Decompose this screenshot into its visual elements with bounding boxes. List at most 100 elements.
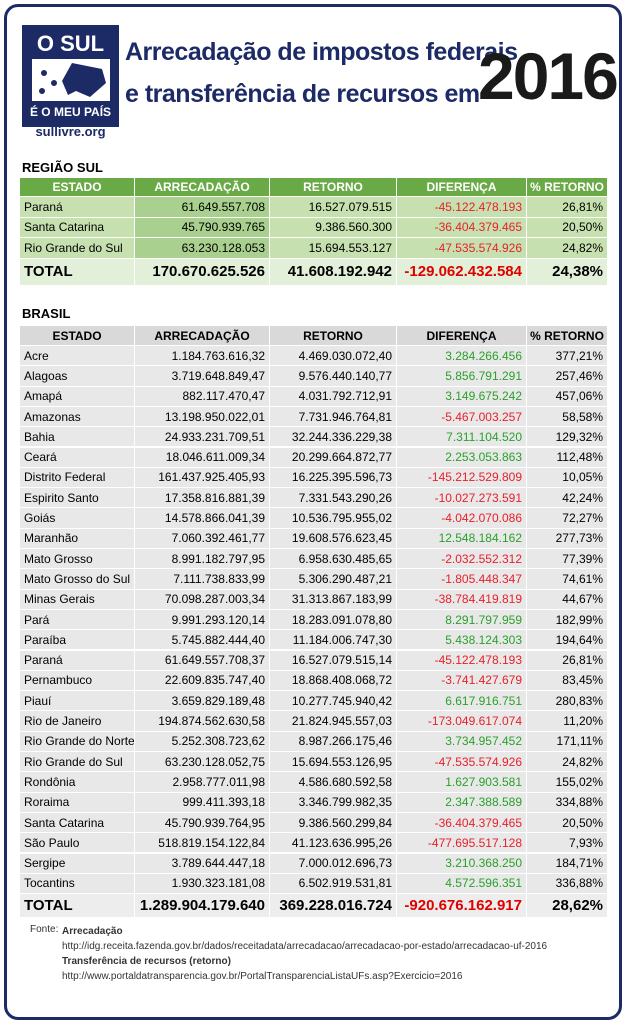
table-cell: Piauí	[20, 691, 135, 712]
logo-bottom: É O MEU PAÍS	[29, 105, 112, 119]
table-cell: Paraíba	[20, 630, 135, 651]
section-title: BRASIL	[22, 306, 71, 321]
table-cell: 12.548.184.162	[397, 528, 527, 549]
source-label: Fonte:	[30, 924, 59, 935]
table-cell: 184,71%	[527, 853, 608, 874]
table-cell: 7.331.543.290,26	[270, 488, 397, 509]
table-row: Paraná 61.649.557.708 16.527.079.515 -45.12…	[20, 197, 608, 218]
table-cell: 7.060.392.461,77	[135, 528, 270, 549]
table-cell: 11.184.006.747,30	[270, 630, 397, 651]
table-cell: 4.586.680.592,58	[270, 772, 397, 793]
table-cell: 26,81%	[527, 650, 608, 671]
table-cell: ARRECADAÇÃO	[135, 326, 270, 346]
table-row: Sergipe 3.789.644.447,18 7.000.012.696,73 3…	[20, 853, 608, 874]
table-cell: -920.676.162.917	[397, 894, 527, 919]
table-cell: Santa Catarina	[20, 217, 135, 238]
table-cell: 129,32%	[527, 427, 608, 448]
table-cell: 3.734.957.452	[397, 731, 527, 752]
table-row: Maranhão 7.060.392.461,77 19.608.576.623,4…	[20, 528, 608, 549]
table-cell: 24,82%	[527, 752, 608, 773]
table-cell: São Paulo	[20, 833, 135, 854]
table-cell: 18.868.408.068,72	[270, 670, 397, 692]
table-cell: TOTAL	[20, 258, 135, 286]
table-cell: ESTADO	[20, 326, 135, 346]
table-cell: 3.789.644.447,18	[135, 853, 270, 874]
table-row: Minas Gerais 70.098.287.003,34 31.313.867.…	[20, 589, 608, 610]
table-cell: 26,81%	[527, 197, 608, 218]
table-row: Ceará 18.046.611.009,34 20.299.664.872,77 2…	[20, 447, 608, 468]
table-cell: 882.117.470,47	[135, 386, 270, 407]
table-cell: 3.719.648.849,47	[135, 366, 270, 387]
table-row: Tocantins 1.930.323.181,08 6.502.919.531,8…	[20, 873, 608, 895]
table-cell: 15.694.553.126,95	[270, 752, 397, 773]
table-cell: Ceará	[20, 447, 135, 468]
table-cell: Rio Grande do Sul	[20, 752, 135, 773]
table-cell: 1.184.763.616,32	[135, 346, 270, 367]
table-cell: 61.649.557.708,37	[135, 650, 270, 671]
table-cell: 14.578.866.041,39	[135, 508, 270, 529]
table-cell: 20.299.664.872,77	[270, 447, 397, 468]
table-cell: ESTADO	[20, 178, 135, 197]
table-cell: 21.824.945.557,03	[270, 711, 397, 732]
table-cell: 2.253.053.863	[397, 447, 527, 468]
table-cell: 41.123.636.995,26	[270, 833, 397, 854]
table-row: Piauí 3.659.829.189,48 10.277.745.940,42 6.…	[20, 691, 608, 712]
table-cell: 45.790.939.764,95	[135, 812, 270, 834]
table-cell: 277,73%	[527, 528, 608, 549]
table-cell: -4.042.070.086	[397, 508, 527, 529]
table-cell: 15.694.553.127	[270, 238, 397, 259]
table-cell: 1.627.903.581	[397, 772, 527, 793]
table-row: São Paulo 518.819.154.122,84 41.123.636.99…	[20, 833, 608, 854]
table-row: Roraima 999.411.393,18 3.346.799.982,35 2.3…	[20, 792, 608, 813]
table-cell: 334,88%	[527, 792, 608, 813]
table-cell: -36.404.379.465	[397, 812, 527, 834]
table-cell: 42,24%	[527, 488, 608, 509]
table-row: Amazonas 13.198.950.022,01 7.731.946.764,8…	[20, 406, 608, 428]
table-cell: 3.659.829.189,48	[135, 691, 270, 712]
table-cell: 7.311.104.520	[397, 427, 527, 448]
table-cell: 24,38%	[527, 258, 608, 286]
table-cell: % RETORNO	[527, 326, 608, 346]
table-row: Bahia 24.933.231.709,51 32.244.336.229,38 7…	[20, 427, 608, 448]
table-cell: 41.608.192.942	[270, 258, 397, 286]
table-cell: Goiás	[20, 508, 135, 529]
table-cell: % RETORNO	[527, 178, 608, 197]
table-cell: -45.122.478.193	[397, 197, 527, 218]
table-cell: -173.049.617.074	[397, 711, 527, 732]
table-cell: 24,82%	[527, 238, 608, 259]
source-title: Arrecadação	[62, 926, 123, 937]
table-cell: 17.358.816.881,39	[135, 488, 270, 509]
table-cell: Roraima	[20, 792, 135, 813]
table-cell: -45.122.478.193	[397, 650, 527, 671]
table-cell: 58,58%	[527, 406, 608, 428]
table-cell: 63.230.128.053	[135, 238, 270, 259]
table-cell: 18.046.611.009,34	[135, 447, 270, 468]
site: sullivre.org	[35, 124, 106, 139]
table-cell: 5.252.308.723,62	[135, 731, 270, 752]
table-cell: 457,06%	[527, 386, 608, 407]
table-cell: 10.277.745.940,42	[270, 691, 397, 712]
table-cell: -10.027.273.591	[397, 488, 527, 509]
table-cell: -145.212.529.809	[397, 467, 527, 489]
table-cell: 63.230.128.052,75	[135, 752, 270, 773]
table-cell: 45.790.939.765	[135, 217, 270, 238]
table-row: Rio de Janeiro 194.874.562.630,58 21.824.9…	[20, 711, 608, 732]
table-cell: DIFERENÇA	[397, 178, 527, 197]
table-cell: Rio de Janeiro	[20, 711, 135, 732]
table-row: Santa Catarina 45.790.939.765 9.386.560.30…	[20, 217, 608, 238]
table-cell: 5.306.290.487,21	[270, 569, 397, 590]
table-row: TOTAL 170.670.625.526 41.608.192.942 -129.0…	[20, 258, 608, 286]
table-cell: 9.991.293.120,14	[135, 609, 270, 631]
table-cell: 257,46%	[527, 366, 608, 387]
table-cell: 18.283.091.078,80	[270, 609, 397, 631]
table-row: Mato Grosso do Sul 7.111.738.833,99 5.306.…	[20, 569, 608, 590]
title-line2: e transferência de recursos em	[125, 80, 480, 108]
table-cell: Maranhão	[20, 528, 135, 549]
table-cell: -47.535.574.926	[397, 752, 527, 773]
title-line1: Arrecadação de impostos federais	[125, 38, 518, 66]
table-cell: 999.411.393,18	[135, 792, 270, 813]
table-cell: Rio Grande do Sul	[20, 238, 135, 259]
table-cell: 3.210.368.250	[397, 853, 527, 874]
table-cell: 44,67%	[527, 589, 608, 610]
table-cell: 20,50%	[527, 217, 608, 238]
